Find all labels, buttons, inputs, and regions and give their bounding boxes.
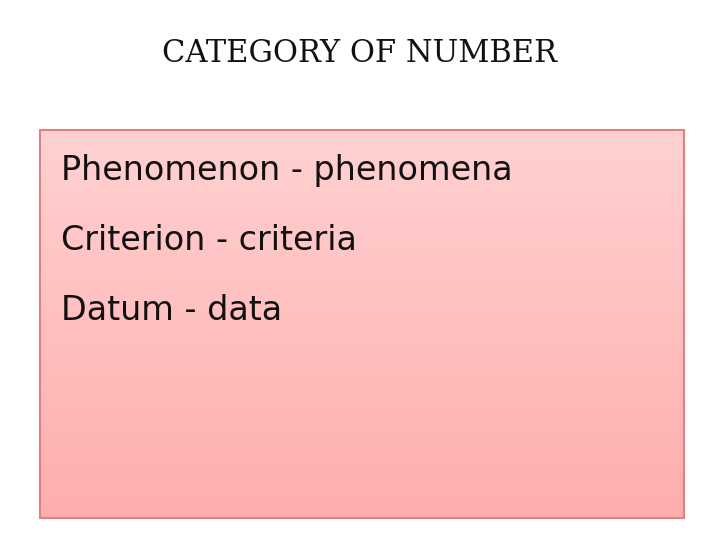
Text: CATEGORY OF NUMBER: CATEGORY OF NUMBER — [163, 38, 557, 70]
Text: Phenomenon - phenomena: Phenomenon - phenomena — [61, 153, 513, 187]
Bar — [40, 130, 684, 518]
Text: Criterion - criteria: Criterion - criteria — [61, 224, 357, 257]
Text: Datum - data: Datum - data — [61, 294, 282, 327]
